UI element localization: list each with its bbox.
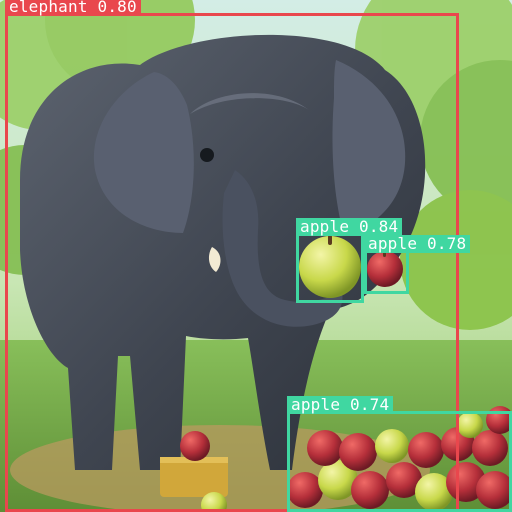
apple-pile-bottom-right xyxy=(287,406,512,511)
apples-trunk xyxy=(299,235,403,298)
elephant xyxy=(20,34,426,470)
apple-red-small xyxy=(367,251,403,287)
apple-green xyxy=(299,236,361,298)
basket-with-apple xyxy=(160,431,228,512)
